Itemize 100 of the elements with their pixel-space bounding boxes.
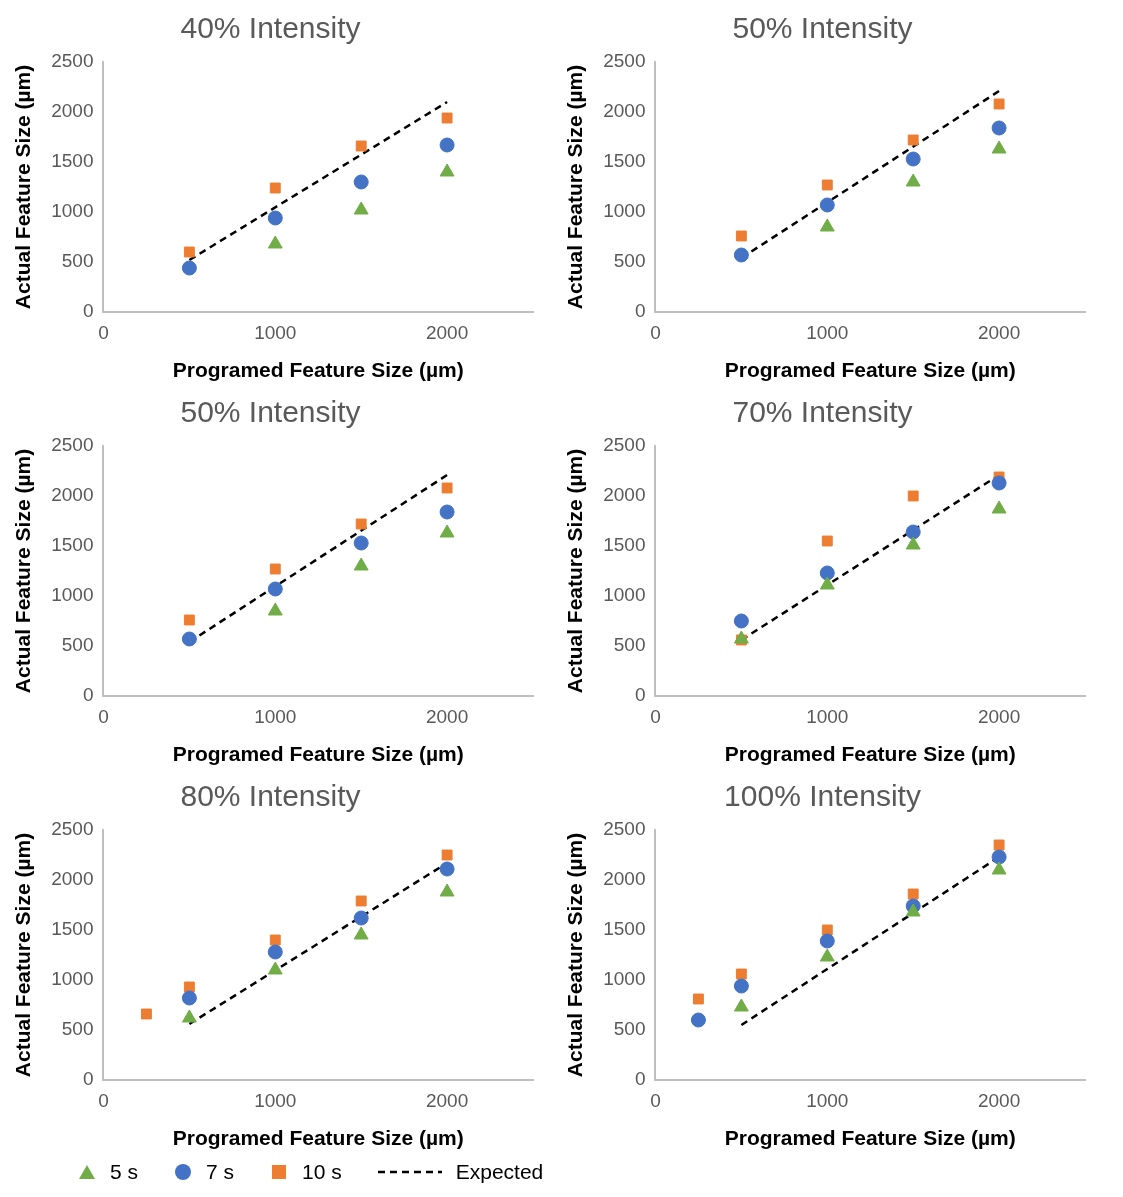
point bbox=[439, 504, 455, 520]
point bbox=[269, 934, 281, 946]
y-tick-label: 500 bbox=[613, 1018, 646, 1040]
y-tick-label: 500 bbox=[613, 250, 646, 272]
point bbox=[821, 179, 833, 191]
x-tick-label: 0 bbox=[650, 705, 661, 727]
x-axis-title: Programed Feature Size (µm) bbox=[172, 742, 464, 766]
point bbox=[819, 948, 835, 962]
point bbox=[991, 849, 1007, 865]
point bbox=[441, 849, 453, 861]
point bbox=[733, 630, 749, 644]
point bbox=[353, 557, 369, 571]
point bbox=[905, 173, 921, 187]
y-tick-label: 2000 bbox=[51, 868, 94, 890]
point bbox=[355, 140, 367, 152]
point bbox=[733, 998, 749, 1012]
x-tick-label: 1000 bbox=[806, 1089, 849, 1111]
y-tick-label: 0 bbox=[634, 684, 646, 706]
point bbox=[991, 861, 1007, 875]
y-tick-label: 2500 bbox=[51, 434, 94, 456]
point bbox=[692, 993, 704, 1005]
point bbox=[267, 944, 283, 960]
point bbox=[183, 246, 195, 258]
point bbox=[353, 174, 369, 190]
point bbox=[819, 197, 835, 213]
point bbox=[991, 500, 1007, 514]
point bbox=[441, 482, 453, 494]
point bbox=[819, 218, 835, 232]
point bbox=[267, 602, 283, 616]
point bbox=[269, 182, 281, 194]
y-tick-label: 2000 bbox=[603, 868, 646, 890]
legend-label: 7 s bbox=[206, 1160, 235, 1184]
point bbox=[181, 260, 197, 276]
y-tick-label: 2500 bbox=[603, 818, 646, 840]
legend-label: 5 s bbox=[110, 1160, 139, 1184]
x-tick-label: 1000 bbox=[254, 1089, 297, 1111]
x-axis-title: Programed Feature Size (µm) bbox=[724, 742, 1016, 766]
point bbox=[819, 576, 835, 590]
y-tick-label: 0 bbox=[634, 300, 646, 322]
point bbox=[733, 978, 749, 994]
point bbox=[993, 839, 1005, 851]
y-tick-label: 1000 bbox=[51, 584, 94, 606]
x-tick-label: 2000 bbox=[425, 1089, 469, 1111]
y-axis-title: Actual Feature Size (µm) bbox=[11, 832, 35, 1078]
point bbox=[353, 926, 369, 940]
point bbox=[267, 961, 283, 975]
point bbox=[905, 151, 921, 167]
x-tick-label: 0 bbox=[98, 705, 109, 727]
x-tick-label: 0 bbox=[650, 1089, 661, 1111]
x-tick-label: 0 bbox=[650, 321, 661, 343]
point bbox=[355, 518, 367, 530]
point bbox=[735, 968, 747, 980]
point bbox=[819, 565, 835, 581]
y-tick-label: 1000 bbox=[603, 584, 646, 606]
chart-title: 70% Intensity bbox=[732, 395, 913, 429]
x-tick-label: 2000 bbox=[425, 705, 469, 727]
y-tick-label: 2000 bbox=[51, 484, 94, 506]
point bbox=[353, 535, 369, 551]
y-tick-label: 1500 bbox=[51, 150, 94, 172]
y-tick-label: 2000 bbox=[603, 100, 646, 122]
x-tick-label: 2000 bbox=[977, 321, 1021, 343]
y-tick-label: 1000 bbox=[51, 200, 94, 222]
x-tick-label: 2000 bbox=[425, 321, 469, 343]
point bbox=[821, 535, 833, 547]
y-tick-label: 0 bbox=[82, 684, 94, 706]
y-tick-label: 1000 bbox=[51, 968, 94, 990]
point bbox=[267, 210, 283, 226]
point bbox=[441, 112, 453, 124]
x-axis-title: Programed Feature Size (µm) bbox=[724, 358, 1016, 382]
y-axis-title: Actual Feature Size (µm) bbox=[563, 64, 587, 310]
y-tick-label: 1500 bbox=[51, 534, 94, 556]
chart-title: 100% Intensity bbox=[724, 779, 921, 813]
y-tick-label: 2000 bbox=[603, 484, 646, 506]
point bbox=[905, 903, 921, 917]
x-tick-label: 1000 bbox=[254, 321, 297, 343]
x-tick-label: 0 bbox=[98, 321, 109, 343]
point bbox=[269, 563, 281, 575]
point bbox=[183, 614, 195, 626]
point bbox=[439, 883, 455, 897]
y-tick-label: 0 bbox=[82, 300, 94, 322]
point bbox=[991, 120, 1007, 136]
y-axis-title: Actual Feature Size (µm) bbox=[11, 448, 35, 694]
point bbox=[439, 861, 455, 877]
point bbox=[181, 1009, 197, 1023]
point bbox=[907, 490, 919, 502]
y-tick-label: 1500 bbox=[603, 534, 646, 556]
point bbox=[267, 235, 283, 249]
y-axis-title: Actual Feature Size (µm) bbox=[563, 832, 587, 1078]
y-tick-label: 500 bbox=[61, 634, 94, 656]
point bbox=[439, 163, 455, 177]
x-axis-title: Programed Feature Size (µm) bbox=[724, 1126, 1016, 1150]
x-axis-title: Programed Feature Size (µm) bbox=[172, 1126, 464, 1150]
point bbox=[819, 933, 835, 949]
y-tick-label: 2500 bbox=[603, 434, 646, 456]
x-tick-label: 0 bbox=[98, 1089, 109, 1111]
point bbox=[735, 230, 747, 242]
point bbox=[267, 581, 283, 597]
chart-title: 50% Intensity bbox=[180, 395, 361, 429]
y-tick-label: 2500 bbox=[51, 50, 94, 72]
y-tick-label: 1000 bbox=[603, 968, 646, 990]
